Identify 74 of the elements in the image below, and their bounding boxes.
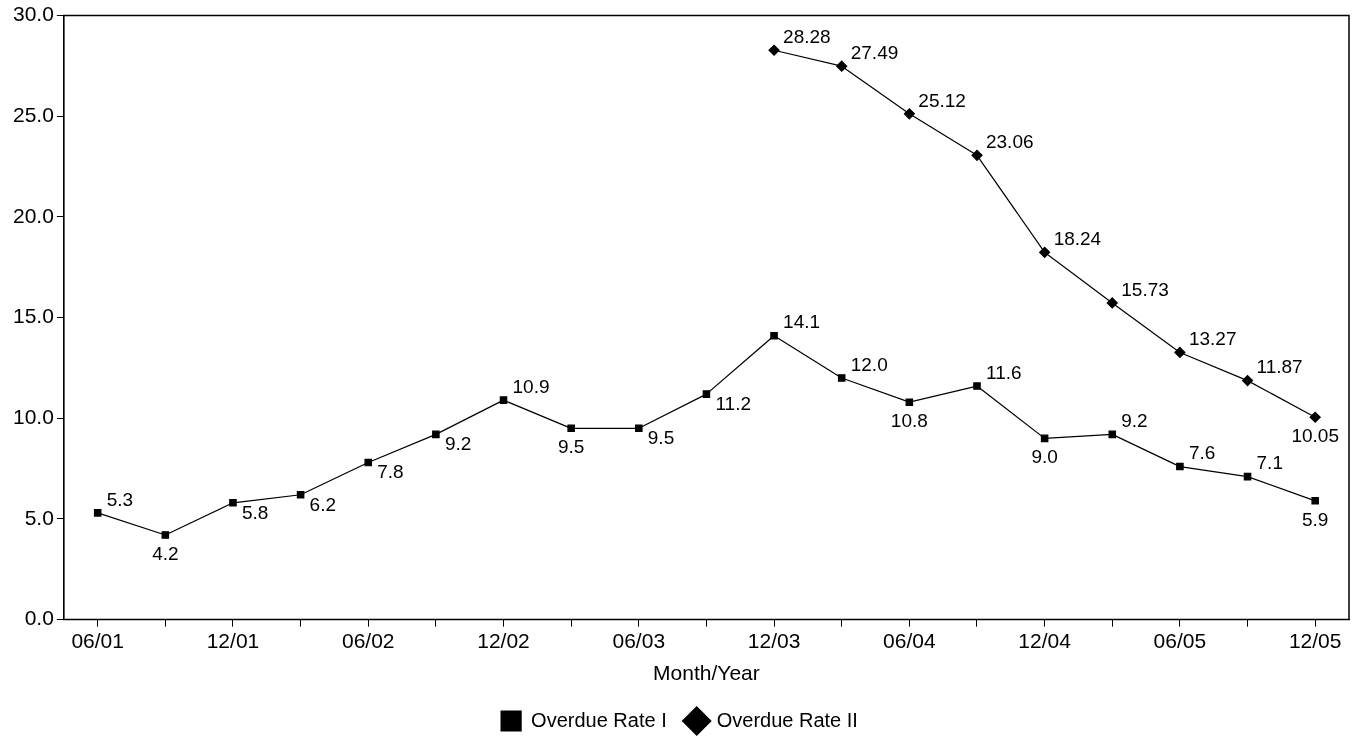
data-label: 27.49 xyxy=(850,41,899,63)
point xyxy=(768,44,780,56)
y-tick-label: 20.0 xyxy=(13,203,54,227)
point xyxy=(770,331,778,340)
point xyxy=(161,531,170,539)
point xyxy=(296,490,305,499)
data-label: 14.1 xyxy=(783,311,821,333)
x-axis-title: Month/Year xyxy=(653,661,760,685)
x-tick-label: 06/05 xyxy=(1153,629,1207,652)
data-label: 12.0 xyxy=(850,353,888,375)
data-label: 7.8 xyxy=(377,461,404,483)
point xyxy=(499,396,508,404)
data-label: 10.9 xyxy=(512,375,550,397)
point xyxy=(1176,462,1184,471)
data-label: 9.2 xyxy=(444,433,472,455)
point xyxy=(432,430,440,439)
y-tick-label: 0.0 xyxy=(24,606,54,630)
x-tick-label: 06/04 xyxy=(883,629,936,652)
y-tick-label: 15.0 xyxy=(13,304,54,328)
point xyxy=(702,390,711,398)
point xyxy=(364,458,373,467)
data-label: 13.27 xyxy=(1188,328,1237,350)
data-label: 11.87 xyxy=(1256,356,1303,378)
point xyxy=(567,424,575,433)
point xyxy=(1106,297,1118,309)
legend-label: Overdue Rate II xyxy=(716,708,858,731)
x-tick-label: 12/02 xyxy=(477,629,530,652)
data-label: 11.2 xyxy=(715,392,752,414)
point xyxy=(1311,497,1319,505)
point xyxy=(229,499,237,507)
data-label: 9.0 xyxy=(1031,446,1058,468)
x-tick-label: 12/04 xyxy=(1018,629,1072,652)
legend-label: Overdue Rate I xyxy=(531,708,667,731)
point xyxy=(903,108,915,120)
x-tick-label: 12/01 xyxy=(206,629,260,652)
data-label: 9.5 xyxy=(557,436,585,458)
data-label: 18.24 xyxy=(1053,228,1102,250)
point xyxy=(905,398,914,406)
x-tick-label: 12/05 xyxy=(1288,629,1342,652)
x-tick-label: 12/03 xyxy=(747,629,801,652)
point xyxy=(973,382,981,390)
point xyxy=(1108,430,1117,439)
data-label: 9.5 xyxy=(647,427,675,449)
data-label: 4.2 xyxy=(152,542,179,564)
y-tick-label: 10.0 xyxy=(13,405,54,429)
data-label: 7.6 xyxy=(1188,442,1216,464)
data-label: 23.06 xyxy=(985,131,1034,153)
data-label: 5.9 xyxy=(1301,508,1329,530)
data-label: 28.28 xyxy=(783,25,831,47)
data-label: 11.6 xyxy=(985,361,1022,383)
point xyxy=(1241,375,1254,387)
point xyxy=(635,424,643,433)
point xyxy=(836,60,848,72)
point xyxy=(93,509,102,517)
point xyxy=(1309,411,1321,423)
data-label: 5.3 xyxy=(106,488,134,510)
point xyxy=(837,374,846,382)
point xyxy=(1174,346,1186,359)
data-label: 7.1 xyxy=(1256,452,1283,474)
x-tick-label: 06/03 xyxy=(612,629,666,652)
y-tick-label: 25.0 xyxy=(13,103,54,127)
data-label: 10.8 xyxy=(890,409,928,431)
point xyxy=(971,149,983,161)
data-label: 9.2 xyxy=(1121,410,1148,432)
data-label: 6.2 xyxy=(309,493,337,515)
y-tick-label: 5.0 xyxy=(24,505,54,529)
data-label: 10.05 xyxy=(1291,424,1339,446)
x-tick-label: 06/02 xyxy=(341,629,395,652)
data-label: 5.8 xyxy=(241,501,269,523)
x-tick-label: 06/01 xyxy=(71,629,124,652)
data-label: 25.12 xyxy=(918,89,966,111)
point xyxy=(1039,246,1051,258)
data-label: 15.73 xyxy=(1121,278,1169,300)
y-tick-label: 30.0 xyxy=(13,2,54,26)
